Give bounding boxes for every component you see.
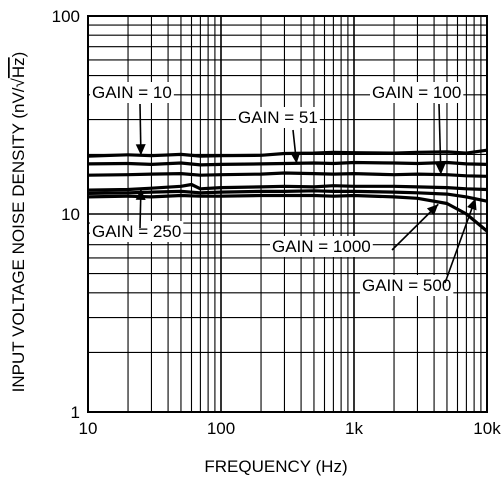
- annotation-bg-3: [90, 221, 184, 242]
- x-tick-label: 1k: [345, 419, 363, 438]
- annotation-arrow-line-2: [438, 103, 442, 175]
- y-axis-label-suffix: ): [9, 52, 28, 58]
- sqrt-sign: √: [9, 77, 28, 87]
- annotation-label-2: GAIN = 100: [372, 83, 461, 102]
- x-tick-labels: 10 100 1k 10k: [79, 419, 502, 438]
- x-axis-label: FREQUENCY (Hz): [204, 457, 347, 476]
- annotation-label-5: GAIN = 500: [362, 276, 451, 295]
- annotation-arrowhead-4: [426, 204, 439, 216]
- series-line-5: [87, 193, 489, 233]
- series-line-0: [87, 148, 488, 158]
- series-line-1: [87, 160, 488, 167]
- annotation-arrowhead-0: [135, 144, 146, 156]
- annotation-arrowhead-3: [135, 188, 146, 200]
- annotation-label-4: GAIN = 1000: [272, 237, 371, 256]
- annotation-arrow-line-5: [444, 198, 477, 284]
- annotations: GAIN = 10 GAIN = 51 GAIN = 100 GAIN = 250 GA…: [90, 82, 477, 296]
- x-tick-label: 10k: [473, 419, 501, 438]
- series-line-2: [87, 171, 488, 178]
- y-tick-labels: 1 10 100: [52, 7, 80, 422]
- annotation-arrowhead-1: [290, 151, 301, 164]
- annotation-bg-2: [370, 82, 464, 103]
- y-axis-label: INPUT VOLTAGE NOISE DENSITY (nV/√Hz): [9, 52, 28, 393]
- annotation-bg-0: [90, 82, 174, 103]
- annotation-label-3: GAIN = 250: [92, 222, 181, 241]
- x-tick-label: 100: [207, 419, 235, 438]
- series-lines: [87, 148, 489, 233]
- x-tick-label: 10: [79, 419, 98, 438]
- annotation-arrowhead-5: [467, 198, 477, 211]
- y-tick-label: 100: [52, 7, 80, 26]
- annotation-bg-1: [236, 107, 320, 128]
- y-tick-label: 1: [71, 403, 80, 422]
- annotation-arrowhead-2: [435, 163, 446, 175]
- annotation-bg-4: [270, 236, 373, 257]
- annotation-bg-5: [360, 275, 454, 296]
- grid-lines: [88, 16, 487, 412]
- series-line-3: [87, 182, 488, 192]
- annotation-label-0: GAIN = 10: [92, 83, 172, 102]
- plot-frame: [87, 15, 488, 413]
- annotation-label-1: GAIN = 51: [238, 108, 318, 127]
- y-axis-label-prefix: INPUT VOLTAGE NOISE DENSITY (nV/: [9, 87, 28, 392]
- y-axis-label-radicand: Hz: [9, 57, 28, 78]
- series-line-4: [87, 189, 488, 203]
- y-tick-label: 10: [61, 205, 80, 224]
